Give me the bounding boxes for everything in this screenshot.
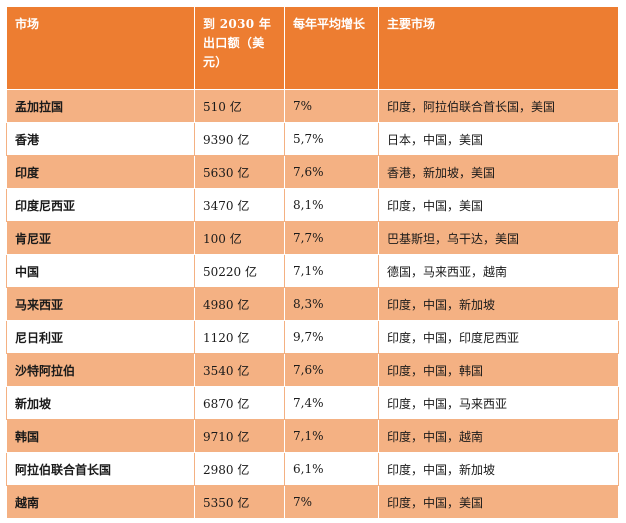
export-value-cell: 510 亿: [194, 89, 285, 123]
growth-rate-cell: 7,7%: [284, 221, 379, 255]
table-row: 印度 5630 亿 7,6% 香港，新加坡，美国: [6, 155, 619, 189]
growth-rate-cell: 7,4%: [284, 386, 379, 420]
growth-rate-cell: 6,1%: [284, 452, 379, 486]
market-cell: 印度尼西亚: [6, 188, 195, 222]
main-markets-cell: 印度，中国，越南: [378, 419, 619, 453]
growth-rate-cell: 9,7%: [284, 320, 379, 354]
export-value-cell: 9390 亿: [194, 122, 285, 156]
table-row: 孟加拉国 510 亿 7% 印度，阿拉伯联合首长国，美国: [6, 89, 619, 123]
growth-rate-cell: 8,3%: [284, 287, 379, 321]
header-export-2030: 到 2030 年出口额（美元）: [194, 6, 285, 90]
market-cell: 香港: [6, 122, 195, 156]
table-row: 沙特阿拉伯 3540 亿 7,6% 印度，中国，韩国: [6, 353, 619, 387]
growth-rate-cell: 7,1%: [284, 419, 379, 453]
table-row: 新加坡 6870 亿 7,4% 印度，中国，马来西亚: [6, 386, 619, 420]
main-markets-cell: 印度，中国，美国: [378, 188, 619, 222]
growth-rate-cell: 7,6%: [284, 353, 379, 387]
table-row: 马来西亚 4980 亿 8,3% 印度，中国，新加坡: [6, 287, 619, 321]
market-cell: 印度: [6, 155, 195, 189]
export-value-cell: 5630 亿: [194, 155, 285, 189]
market-cell: 马来西亚: [6, 287, 195, 321]
table-row: 阿拉伯联合首长国 2980 亿 6,1% 印度，中国，新加坡: [6, 452, 619, 486]
main-markets-cell: 德国，马来西亚，越南: [378, 254, 619, 288]
export-value-cell: 6870 亿: [194, 386, 285, 420]
market-cell: 中国: [6, 254, 195, 288]
main-markets-cell: 印度，中国，新加坡: [378, 287, 619, 321]
export-table-container: 市场 到 2030 年出口额（美元） 每年平均增长 主要市场 孟加拉国 510 亿…: [6, 6, 619, 519]
market-cell: 越南: [6, 485, 195, 519]
main-markets-cell: 印度，中国，韩国: [378, 353, 619, 387]
export-value-cell: 100 亿: [194, 221, 285, 255]
market-cell: 孟加拉国: [6, 89, 195, 123]
main-markets-cell: 印度，中国，美国: [378, 485, 619, 519]
table-row: 越南 5350 亿 7% 印度，中国，美国: [6, 485, 619, 519]
growth-rate-cell: 8,1%: [284, 188, 379, 222]
market-cell: 阿拉伯联合首长国: [6, 452, 195, 486]
growth-rate-cell: 7,1%: [284, 254, 379, 288]
table-row: 中国 50220 亿 7,1% 德国，马来西亚，越南: [6, 254, 619, 288]
export-table: 市场 到 2030 年出口额（美元） 每年平均增长 主要市场 孟加拉国 510 亿…: [6, 6, 619, 519]
main-markets-cell: 巴基斯坦，乌干达，美国: [378, 221, 619, 255]
export-value-cell: 4980 亿: [194, 287, 285, 321]
growth-rate-cell: 5,7%: [284, 122, 379, 156]
header-annual-growth: 每年平均增长: [284, 6, 379, 90]
table-body: 孟加拉国 510 亿 7% 印度，阿拉伯联合首长国，美国 香港 9390 亿 5,7% 日本，…: [6, 89, 619, 519]
table-row: 印度尼西亚 3470 亿 8,1% 印度，中国，美国: [6, 188, 619, 222]
header-main-markets: 主要市场: [378, 6, 619, 90]
export-value-cell: 3540 亿: [194, 353, 285, 387]
main-markets-cell: 日本，中国，美国: [378, 122, 619, 156]
growth-rate-cell: 7%: [284, 485, 379, 519]
header-market: 市场: [6, 6, 195, 90]
main-markets-cell: 印度，阿拉伯联合首长国，美国: [378, 89, 619, 123]
market-cell: 肯尼亚: [6, 221, 195, 255]
growth-rate-cell: 7%: [284, 89, 379, 123]
table-row: 香港 9390 亿 5,7% 日本，中国，美国: [6, 122, 619, 156]
market-cell: 尼日利亚: [6, 320, 195, 354]
table-row: 肯尼亚 100 亿 7,7% 巴基斯坦，乌干达，美国: [6, 221, 619, 255]
main-markets-cell: 香港，新加坡，美国: [378, 155, 619, 189]
export-value-cell: 3470 亿: [194, 188, 285, 222]
export-value-cell: 9710 亿: [194, 419, 285, 453]
table-row: 韩国 9710 亿 7,1% 印度，中国，越南: [6, 419, 619, 453]
export-value-cell: 1120 亿: [194, 320, 285, 354]
main-markets-cell: 印度，中国，印度尼西亚: [378, 320, 619, 354]
export-value-cell: 2980 亿: [194, 452, 285, 486]
table-row: 尼日利亚 1120 亿 9,7% 印度，中国，印度尼西亚: [6, 320, 619, 354]
market-cell: 韩国: [6, 419, 195, 453]
growth-rate-cell: 7,6%: [284, 155, 379, 189]
main-markets-cell: 印度，中国，新加坡: [378, 452, 619, 486]
market-cell: 新加坡: [6, 386, 195, 420]
main-markets-cell: 印度，中国，马来西亚: [378, 386, 619, 420]
market-cell: 沙特阿拉伯: [6, 353, 195, 387]
export-value-cell: 50220 亿: [194, 254, 285, 288]
table-header-row: 市场 到 2030 年出口额（美元） 每年平均增长 主要市场: [6, 6, 619, 90]
export-value-cell: 5350 亿: [194, 485, 285, 519]
